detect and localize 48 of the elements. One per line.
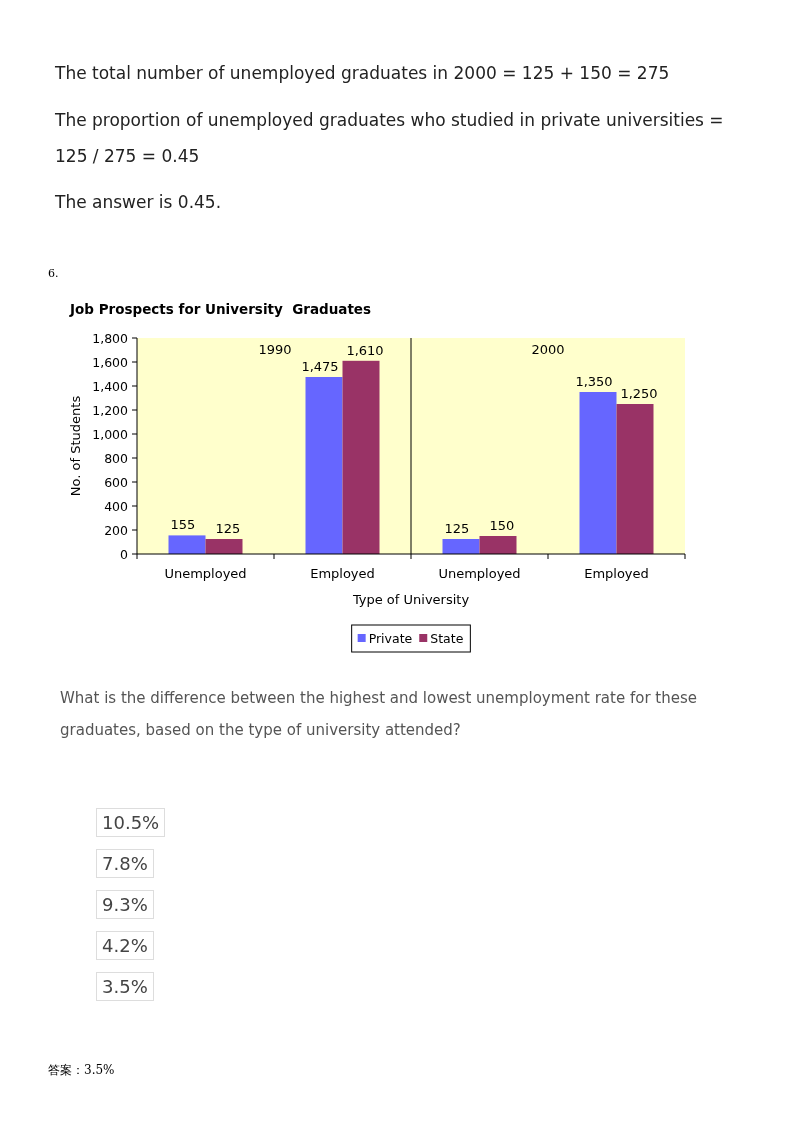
y-tick-label: 800 [104, 450, 129, 466]
text: 答案：3.5% [48, 1062, 116, 1079]
y-tick-label: 0 [120, 546, 129, 562]
y-tick-label: 600 [104, 474, 129, 490]
text: 1,350 [575, 374, 613, 389]
y-tick-label: 200 [104, 522, 129, 538]
y-tick-label: 1,400 [92, 378, 129, 394]
annotation: 2000 [531, 342, 565, 357]
annotation: 1990 [258, 342, 292, 357]
x-axis-title: Type of University [351, 592, 470, 607]
text: 1,250 [620, 386, 658, 401]
text: 4.2% [96, 931, 154, 960]
chart-title: Job Prospects for University Graduates [69, 301, 372, 317]
bar [579, 392, 617, 554]
y-tick-label: 1,000 [92, 426, 129, 442]
text: The total number of unemployed graduates in 2000 = 125 + 150 = 275 [55, 62, 671, 85]
text: 155 [170, 517, 196, 533]
bar [479, 536, 517, 554]
y-tick-label: 400 [104, 498, 129, 514]
y-tick-label: 1,800 [92, 330, 129, 346]
y-tick-label: 1,600 [92, 354, 129, 370]
x-tick-label: Employed [310, 566, 375, 581]
bar [616, 404, 654, 554]
y-axis-title: No. of Students [68, 395, 83, 497]
legend-label: Private [368, 631, 413, 646]
text: 1,475 [301, 359, 339, 374]
bar [342, 360, 380, 554]
text: 9.3% [96, 890, 154, 919]
legend-label: State [430, 631, 464, 646]
y-tick-label: 1,200 [92, 402, 129, 418]
bar [442, 539, 480, 554]
text: 6. [48, 266, 60, 282]
text: The proportion of unemployed graduates who studied in private universities = 125 / 275 = 0.45 [55, 109, 725, 168]
bar [305, 377, 343, 554]
text: 125 [444, 521, 470, 536]
x-tick-label: Unemployed [438, 566, 521, 581]
text: 1,610 [346, 342, 384, 358]
text: The answer is 0.45. [55, 191, 223, 214]
text: 150 [489, 518, 515, 533]
bar [168, 535, 206, 554]
text: 125 [215, 521, 241, 536]
x-tick-label: Employed [584, 566, 649, 581]
text: 3.5% [96, 972, 154, 1001]
text: 7.8% [96, 849, 154, 878]
text: 10.5% [96, 808, 166, 837]
text: What is the difference between the highest and lowest unemployment rate for these graduates, based on the type of university attended? [60, 688, 698, 741]
bar [205, 539, 243, 554]
x-tick-label: Unemployed [164, 566, 247, 581]
